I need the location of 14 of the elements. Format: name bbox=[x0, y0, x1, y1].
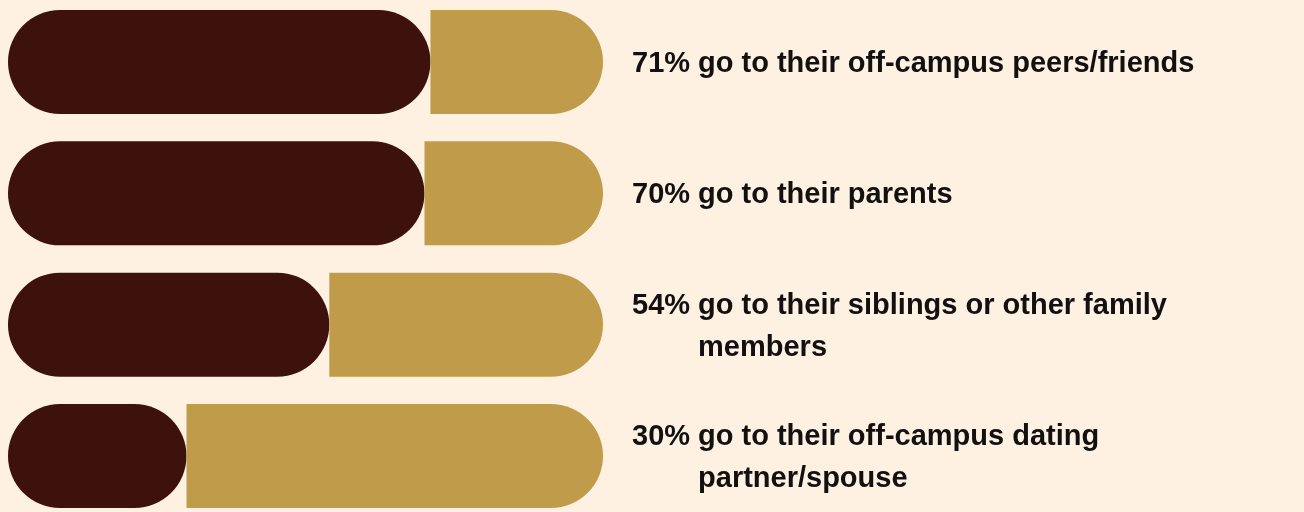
bar bbox=[186, 404, 603, 508]
bar bbox=[424, 141, 603, 246]
data-label: 54% bbox=[632, 287, 691, 320]
data-label: 30% bbox=[632, 419, 691, 451]
y-tick-label: go to their off-campus peers/friends bbox=[698, 46, 1195, 78]
y-tick-label: go to their off-campus dating partner/spouse bbox=[698, 419, 1100, 493]
bar bbox=[8, 10, 431, 114]
y-tick-label: go to their parents bbox=[698, 177, 953, 210]
bar bbox=[8, 141, 425, 246]
bar bbox=[430, 10, 603, 114]
data-label: 70% bbox=[632, 177, 691, 210]
data-label: 71% bbox=[632, 46, 691, 78]
bar bbox=[329, 272, 603, 377]
y-tick-label: go to their siblings or other family members bbox=[698, 287, 1167, 362]
